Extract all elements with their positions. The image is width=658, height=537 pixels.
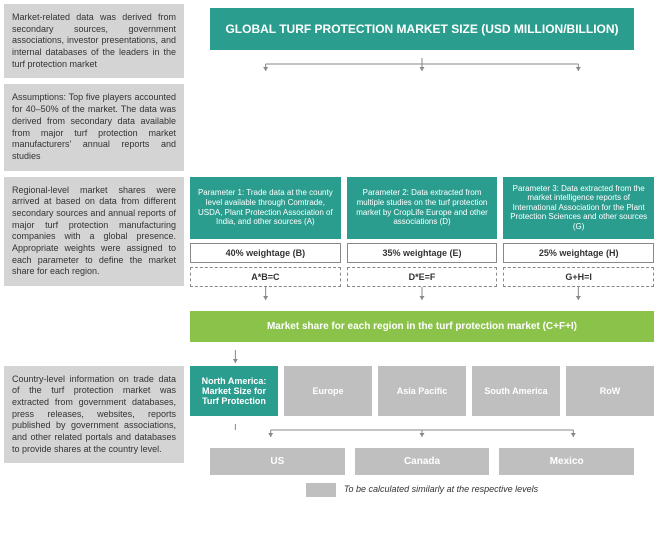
country-us: US <box>210 448 345 475</box>
parameter-col-2: Parameter 2: Data extracted from multipl… <box>347 177 498 287</box>
param-1-desc: Parameter 1: Trade data at the county le… <box>190 177 341 239</box>
param-1-formula: A*B=C <box>190 267 341 287</box>
sidebar-note-3: Regional-level market shares were arrive… <box>4 177 184 287</box>
param-2-desc: Parameter 2: Data extracted from multipl… <box>347 177 498 239</box>
param-1-weight: 40% weightage (B) <box>190 243 341 263</box>
main-title: GLOBAL TURF PROTECTION MARKET SIZE (USD … <box>210 8 634 50</box>
region-europe: Europe <box>284 366 372 416</box>
country-canada: Canada <box>355 448 490 475</box>
connector-params-to-share <box>190 287 654 303</box>
legend-text: To be calculated similarly at the respec… <box>344 484 538 495</box>
connector-title-to-params <box>190 58 654 74</box>
connector-region-to-countries <box>190 424 654 440</box>
parameter-row: Parameter 1: Trade data at the county le… <box>190 177 654 287</box>
region-row-rest: RoW <box>566 366 654 416</box>
region-south-america: South America <box>472 366 560 416</box>
connector-share-to-regions <box>190 350 654 366</box>
parameter-col-1: Parameter 1: Trade data at the county le… <box>190 177 341 287</box>
market-share-bar: Market share for each region in the turf… <box>190 311 654 342</box>
sidebar-note-2: Assumptions: Top five players accounted … <box>4 84 184 170</box>
legend-swatch <box>306 483 336 497</box>
region-asia-pacific: Asia Pacific <box>378 366 466 416</box>
param-3-desc: Parameter 3: Data extracted from the mar… <box>503 177 654 239</box>
region-north-america: North America: Market Size for Turf Prot… <box>190 366 278 416</box>
param-2-formula: D*E=F <box>347 267 498 287</box>
sidebar-note-1: Market-related data was derived from sec… <box>4 4 184 78</box>
param-2-weight: 35% weightage (E) <box>347 243 498 263</box>
region-row: North America: Market Size for Turf Prot… <box>190 366 654 416</box>
param-3-weight: 25% weightage (H) <box>503 243 654 263</box>
parameter-col-3: Parameter 3: Data extracted from the mar… <box>503 177 654 287</box>
country-mexico: Mexico <box>499 448 634 475</box>
country-row: US Canada Mexico <box>210 448 634 475</box>
sidebar-note-4: Country-level information on trade data … <box>4 366 184 464</box>
legend-row: To be calculated similarly at the respec… <box>190 483 654 497</box>
param-3-formula: G+H=I <box>503 267 654 287</box>
